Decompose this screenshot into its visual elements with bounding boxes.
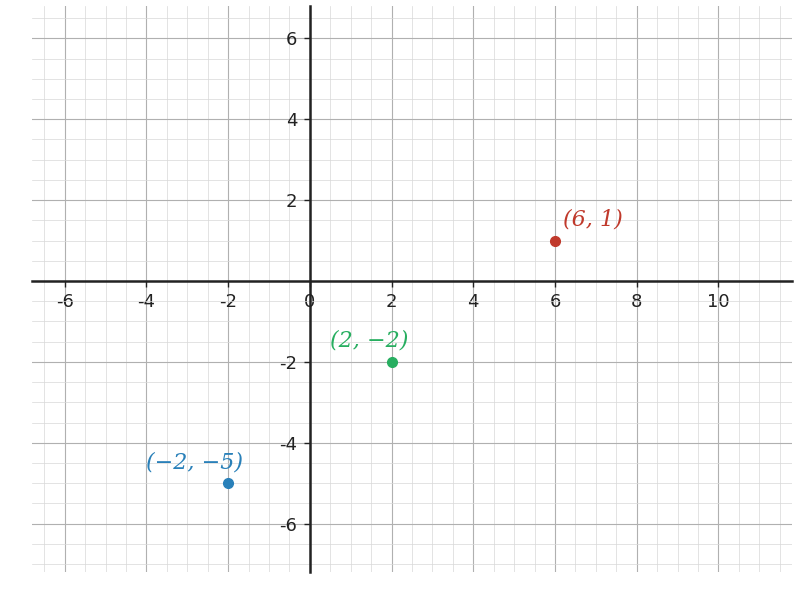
Text: (6, 1): (6, 1)	[563, 209, 623, 231]
Text: (−2, −5): (−2, −5)	[146, 451, 243, 473]
Text: (2, −2): (2, −2)	[330, 330, 409, 352]
